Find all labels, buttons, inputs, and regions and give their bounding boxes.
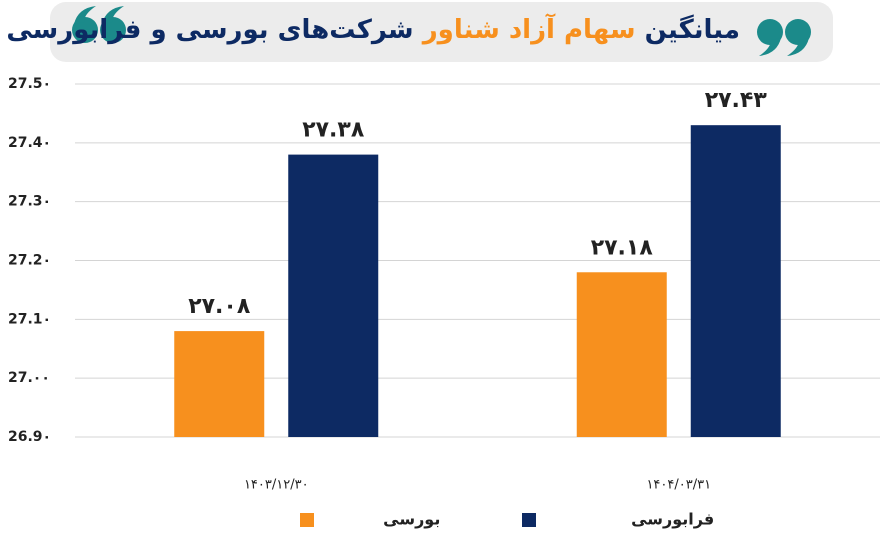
x-tick-label: ۱۴۰۳/۱۲/۳۰: [244, 478, 309, 493]
data-label: ۲۷.۳۸: [302, 118, 365, 143]
title-banner: [50, 2, 833, 62]
y-tick-label: 27.4۰: [8, 135, 51, 151]
title-highlight: سهام آزاد شناور: [422, 15, 636, 45]
y-tick-label: 27.3۰: [8, 194, 51, 210]
y-tick-label: 27.۰۰: [8, 370, 50, 386]
y-tick-label: 27.5۰: [8, 76, 51, 92]
bar: [576, 272, 667, 437]
bar: [690, 125, 781, 437]
y-tick-label: 27.2۰: [8, 253, 51, 269]
quote-left: [72, 6, 126, 43]
x-tick-label: ۱۴۰۴/۰۳/۳۱: [646, 478, 711, 493]
data-label: ۲۷.۰۸: [188, 294, 251, 319]
y-tick-label: 26.9۰: [8, 429, 51, 445]
bar: [174, 331, 265, 437]
title-part: شرکت‌های بورسی و فرابورسی: [6, 15, 414, 45]
y-tick-label: 27.1۰: [8, 311, 51, 327]
legend-label: فرابورسی: [631, 510, 714, 529]
bar: [288, 154, 379, 437]
data-label: ۲۷.۱۸: [591, 235, 654, 260]
legend-swatch: [522, 513, 536, 527]
data-label: ۲۷.۴۳: [705, 88, 768, 113]
chart-title: میانگین سهام آزاد شناور شرکت‌های بورسی و…: [6, 10, 740, 50]
legend-label: بورسی: [383, 510, 440, 529]
quote-right: [757, 19, 811, 56]
title-part: میانگین: [644, 15, 740, 45]
legend-swatch: [300, 513, 314, 527]
